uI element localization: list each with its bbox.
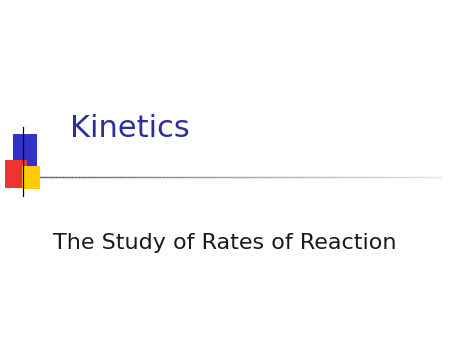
- Text: The Study of Rates of Reaction: The Study of Rates of Reaction: [53, 233, 397, 254]
- Bar: [22, 166, 40, 189]
- Bar: [5, 160, 27, 188]
- Bar: [13, 134, 37, 172]
- Text: Kinetics: Kinetics: [70, 114, 189, 143]
